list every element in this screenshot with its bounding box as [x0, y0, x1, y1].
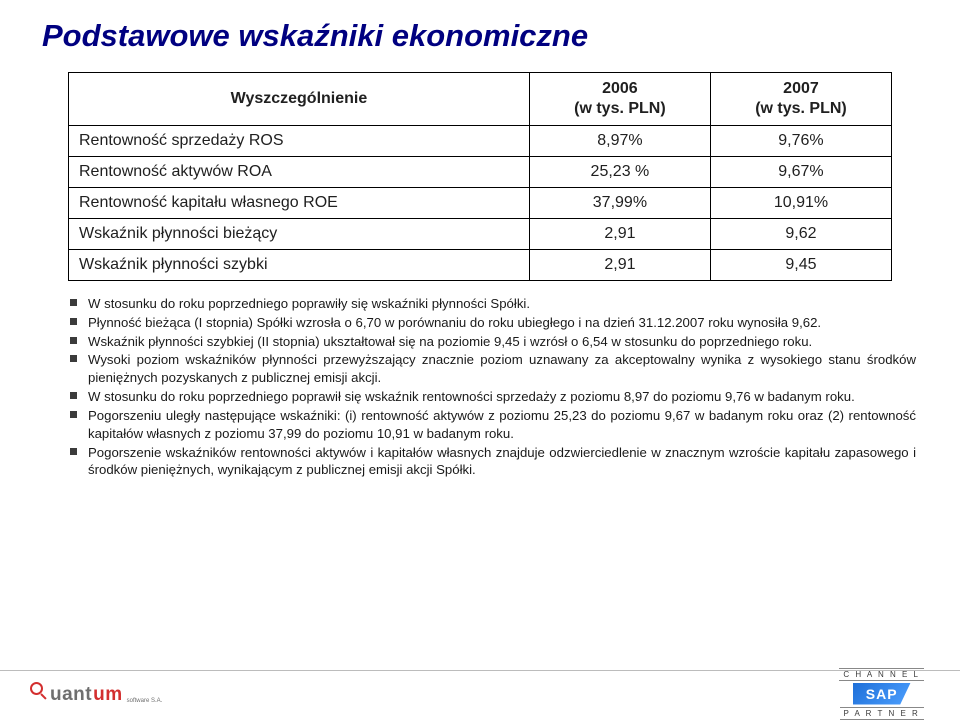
table-row: Wskaźnik płynności bieżący 2,91 9,62 [69, 219, 892, 250]
table-header-col1: 2006 (w tys. PLN) [529, 73, 710, 126]
row-val-2007: 9,62 [710, 219, 891, 250]
list-item: W stosunku do roku poprzedniego poprawił… [70, 295, 916, 313]
magnifier-icon [30, 682, 48, 700]
row-val-2006: 2,91 [529, 250, 710, 281]
list-item: Pogorszenie wskaźników rentowności aktyw… [70, 444, 916, 480]
sap-logo-icon: SAP [853, 683, 911, 705]
row-val-2007: 10,91% [710, 188, 891, 219]
col2-year: 2007 [783, 80, 819, 97]
list-item: W stosunku do roku poprzedniego poprawił… [70, 388, 916, 406]
list-item: Wysoki poziom wskaźników płynności przew… [70, 351, 916, 387]
slide: Podstawowe wskaźniki ekonomiczne Wyszcze… [0, 0, 960, 716]
quantum-text-red: um [93, 684, 123, 706]
table-row: Rentowność aktywów ROA 25,23 % 9,67% [69, 157, 892, 188]
bullet-list: W stosunku do roku poprzedniego poprawił… [70, 295, 922, 479]
table-header-col0: Wyszczególnienie [69, 73, 530, 126]
row-label: Rentowność sprzedaży ROS [69, 126, 530, 157]
row-label: Rentowność aktywów ROA [69, 157, 530, 188]
col2-unit: (w tys. PLN) [755, 100, 847, 117]
row-val-2007: 9,67% [710, 157, 891, 188]
page-title: Podstawowe wskaźniki ekonomiczne [38, 18, 922, 54]
row-val-2006: 25,23 % [529, 157, 710, 188]
quantum-subtext: software S.A. [127, 698, 163, 704]
indicators-table-wrap: Wyszczególnienie 2006 (w tys. PLN) 2007 … [68, 72, 892, 281]
table-row: Wskaźnik płynności szybki 2,91 9,45 [69, 250, 892, 281]
list-item: Wskaźnik płynności szybkiej (II stopnia)… [70, 333, 916, 351]
table-header-row: Wyszczególnienie 2006 (w tys. PLN) 2007 … [69, 73, 892, 126]
sap-channel-label: C H A N N E L [839, 668, 924, 681]
row-val-2006: 37,99% [529, 188, 710, 219]
quantum-logo: uantum software S.A. [30, 682, 162, 706]
footer: uantum software S.A. C H A N N E L SAP P… [0, 670, 960, 716]
table-row: Rentowność kapitału własnego ROE 37,99% … [69, 188, 892, 219]
list-item: Płynność bieżąca (I stopnia) Spółki wzro… [70, 314, 916, 332]
list-item: Pogorszeniu uległy następujące wskaźniki… [70, 407, 916, 443]
col1-unit: (w tys. PLN) [574, 100, 666, 117]
quantum-text-gray: uant [50, 684, 92, 706]
row-val-2006: 8,97% [529, 126, 710, 157]
sap-partner-label: P A R T N E R [840, 707, 924, 720]
row-label: Rentowność kapitału własnego ROE [69, 188, 530, 219]
row-label: Wskaźnik płynności szybki [69, 250, 530, 281]
sap-partner-badge: C H A N N E L SAP P A R T N E R [839, 668, 924, 720]
row-val-2007: 9,45 [710, 250, 891, 281]
row-val-2006: 2,91 [529, 219, 710, 250]
row-label: Wskaźnik płynności bieżący [69, 219, 530, 250]
col1-year: 2006 [602, 80, 638, 97]
indicators-table: Wyszczególnienie 2006 (w tys. PLN) 2007 … [68, 72, 892, 281]
row-val-2007: 9,76% [710, 126, 891, 157]
table-header-col2: 2007 (w tys. PLN) [710, 73, 891, 126]
table-row: Rentowność sprzedaży ROS 8,97% 9,76% [69, 126, 892, 157]
